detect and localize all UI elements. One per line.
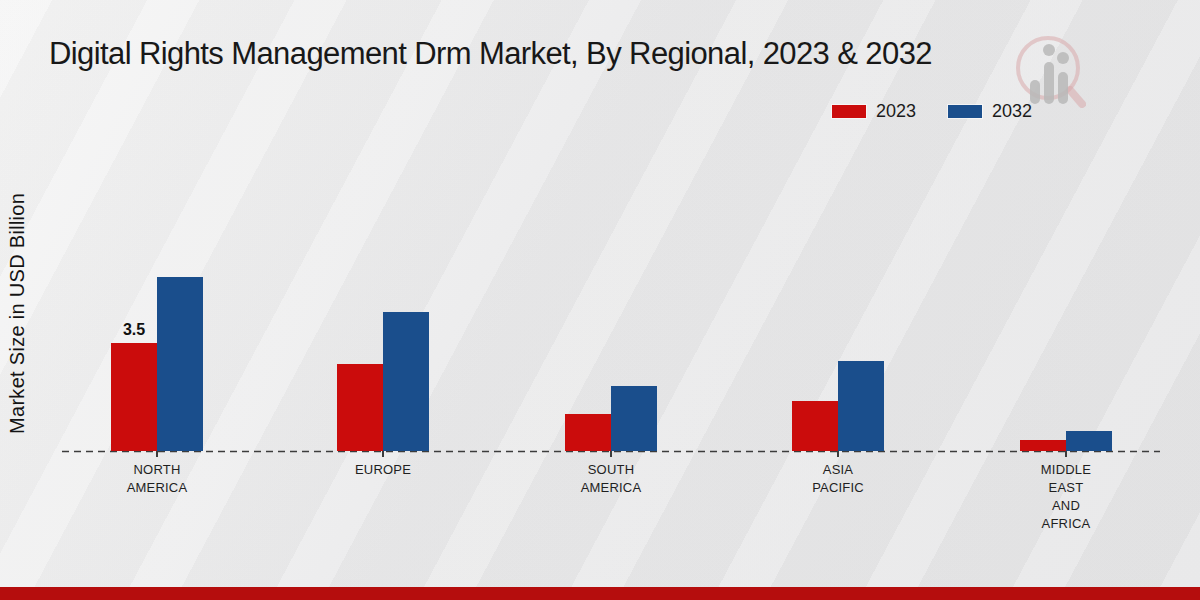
legend-swatch-2023 xyxy=(832,105,866,118)
bar-2032-asia-pacific xyxy=(838,361,884,451)
bar-2023-north-america xyxy=(111,343,157,452)
category-label-middle-east-and-africa: MIDDLE EAST AND AFRICA xyxy=(981,461,1151,533)
axis-tick-south-america xyxy=(610,451,612,457)
category-label-asia-pacific: ASIA PACIFIC xyxy=(753,461,923,497)
bar-2023-europe xyxy=(337,364,383,451)
bar-2032-middle-east-and-africa xyxy=(1066,431,1112,451)
y-axis-label: Market Size in USD Billion xyxy=(6,150,29,476)
legend-label-2023: 2023 xyxy=(876,101,916,122)
bar-2023-south-america xyxy=(565,414,611,451)
axis-tick-asia-pacific xyxy=(837,451,839,457)
category-label-europe: EUROPE xyxy=(298,461,468,479)
category-label-north-america: NORTH AMERICA xyxy=(72,461,242,497)
legend-item-2023: 2023 xyxy=(832,101,916,122)
legend-item-2032: 2032 xyxy=(948,101,1032,122)
bar-2032-europe xyxy=(383,312,429,452)
legend-swatch-2032 xyxy=(948,105,982,118)
chart-title: Digital Rights Management Drm Market, By… xyxy=(49,36,932,72)
bar-2023-asia-pacific xyxy=(792,401,838,451)
category-label-south-america: SOUTH AMERICA xyxy=(526,461,696,497)
footer-accent-strip xyxy=(0,587,1200,600)
legend: 2023 2032 xyxy=(832,101,1032,122)
axis-tick-north-america xyxy=(156,451,158,457)
axis-tick-europe xyxy=(382,451,384,457)
bar-2032-north-america xyxy=(157,277,203,451)
bar-2023-middle-east-and-africa xyxy=(1020,440,1066,451)
legend-label-2032: 2032 xyxy=(992,101,1032,122)
bar-2032-south-america xyxy=(611,386,657,451)
data-label-2023-north-america: 3.5 xyxy=(111,321,157,339)
chart-canvas: Digital Rights Management Drm Market, By… xyxy=(0,0,1200,600)
axis-tick-middle-east-and-africa xyxy=(1065,451,1067,457)
